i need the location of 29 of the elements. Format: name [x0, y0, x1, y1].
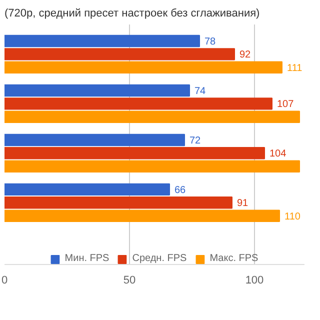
data-label: 111 [287, 62, 303, 74]
data-label: 78 [204, 36, 216, 48]
bar [4, 110, 300, 123]
bar [4, 61, 282, 74]
data-label: 92 [240, 50, 252, 61]
data-label: 66 [174, 184, 186, 196]
bar [4, 147, 265, 160]
x-tick-label: 100 [245, 274, 264, 286]
legend-label: Средн. FPS [132, 253, 187, 264]
bar [4, 160, 300, 172]
data-label: 104 [270, 148, 287, 160]
data-label: 91 [237, 198, 249, 210]
x-tick-label: 50 [123, 274, 136, 286]
data-label: 74 [194, 86, 206, 97]
data-label: 110 [284, 211, 301, 222]
x-tick-label: 0 [1, 274, 8, 286]
legend-label: Мин. FPS [64, 253, 110, 264]
bar [4, 98, 272, 110]
bar [4, 183, 170, 196]
bar [4, 48, 235, 60]
legend-label: Макс. FPS [210, 253, 258, 264]
bar [4, 84, 190, 97]
bar [4, 210, 280, 222]
bar [4, 196, 232, 209]
data-label: 107 [277, 99, 294, 110]
chart-title: (720p, средний пресет настроек без сглаживания) [4, 8, 260, 20]
bar [4, 34, 200, 48]
data-label: 72 [190, 135, 202, 146]
bar [4, 134, 185, 146]
